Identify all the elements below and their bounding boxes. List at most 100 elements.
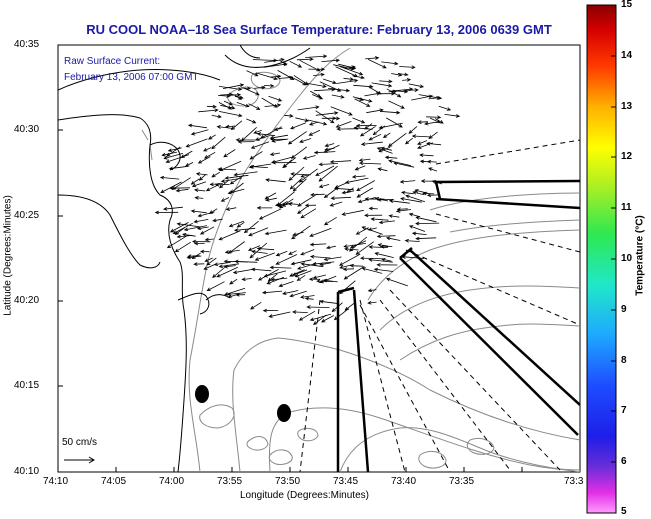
current-vector	[218, 263, 240, 269]
current-vector	[310, 192, 325, 197]
current-vector	[322, 78, 337, 85]
current-vector	[367, 288, 377, 293]
current-vector	[185, 138, 208, 148]
current-vector	[256, 246, 275, 251]
current-vector	[226, 292, 246, 296]
current-vector	[290, 122, 307, 130]
current-vector	[354, 98, 371, 107]
current-vector	[313, 72, 325, 77]
current-vector	[368, 245, 388, 249]
current-vector	[396, 207, 408, 212]
current-vector	[224, 174, 249, 180]
current-vector	[220, 197, 230, 202]
current-vector	[364, 197, 385, 201]
current-vector	[306, 305, 330, 309]
current-vector	[253, 129, 262, 134]
current-vector	[250, 267, 272, 272]
current-vector	[438, 105, 452, 111]
current-vector	[193, 219, 209, 224]
current-vector	[254, 252, 275, 261]
current-vector	[426, 193, 440, 198]
current-vector	[395, 209, 412, 213]
y-tick-label: 40:35	[14, 39, 40, 50]
current-vector	[211, 171, 221, 178]
current-vector	[330, 106, 353, 116]
current-vector	[404, 238, 420, 243]
current-vector	[403, 88, 419, 92]
current-vector	[376, 262, 398, 267]
current-vector	[355, 241, 375, 255]
current-vector	[224, 287, 246, 296]
current-vector	[354, 165, 366, 171]
colorbar-tick-label: 6	[621, 456, 627, 467]
current-vector	[297, 105, 320, 111]
current-vector	[297, 206, 308, 215]
colorbar-tick-label: 14	[621, 50, 633, 61]
map-title: RU COOL NOAA–18 Sea Surface Temperature:…	[86, 22, 552, 37]
current-vector	[339, 253, 361, 266]
current-vector	[197, 156, 211, 164]
current-vector	[420, 179, 441, 183]
current-vector	[247, 245, 261, 251]
current-vector	[411, 134, 432, 139]
x-tick-label: 74:10	[43, 476, 69, 487]
current-vector	[323, 216, 337, 226]
current-vector	[296, 57, 314, 62]
current-vector	[305, 82, 327, 88]
current-vector	[235, 292, 246, 297]
current-vector	[308, 119, 328, 126]
current-vector	[312, 94, 324, 100]
current-vector	[344, 177, 369, 184]
current-vector	[444, 114, 461, 118]
current-vector	[408, 83, 425, 89]
current-vector	[376, 147, 393, 154]
current-vector	[305, 54, 328, 59]
current-vector	[320, 315, 334, 323]
current-vector	[288, 166, 305, 182]
current-vector	[233, 171, 258, 177]
current-vector	[377, 167, 388, 172]
current-vector	[252, 58, 278, 63]
current-vector	[368, 206, 378, 211]
current-vector	[299, 138, 312, 143]
colorbar-tick-label: 15	[621, 0, 633, 10]
current-vector	[314, 87, 336, 92]
current-vector	[166, 234, 188, 249]
x-axis-label: Longitude (Degrees:Minutes)	[240, 490, 369, 501]
marker-ellipse-1	[195, 385, 209, 403]
current-vector	[194, 196, 204, 200]
current-vector	[219, 180, 229, 189]
current-vector	[154, 210, 179, 215]
current-vector	[367, 300, 377, 305]
current-vector	[192, 239, 211, 244]
current-vector	[329, 201, 343, 207]
current-vector	[199, 226, 215, 235]
colorbar-tick-label: 12	[621, 151, 633, 162]
current-vector	[225, 124, 236, 129]
current-vector	[331, 302, 343, 313]
current-vector	[190, 129, 209, 136]
current-vector	[230, 182, 244, 194]
x-tick-label: 73:45	[333, 476, 359, 487]
current-vector	[415, 236, 437, 241]
current-vector	[275, 254, 298, 265]
current-vector	[161, 151, 177, 157]
x-tick-label: 74:05	[101, 476, 127, 487]
current-vector	[246, 70, 259, 77]
current-vector	[218, 160, 242, 172]
current-vector	[241, 127, 257, 142]
current-vector	[313, 150, 336, 155]
current-vector	[335, 66, 359, 78]
current-vector	[232, 268, 255, 275]
current-vector	[333, 308, 349, 321]
current-vector	[269, 152, 280, 156]
current-vector	[417, 120, 428, 124]
current-vector	[208, 134, 216, 140]
colorbar-tick-label: 7	[621, 405, 627, 416]
current-vector	[230, 120, 243, 131]
current-vector	[234, 95, 244, 100]
annotation-line-1: Raw Surface Current:	[64, 56, 161, 67]
current-vector	[270, 74, 282, 79]
current-vector	[378, 146, 391, 153]
